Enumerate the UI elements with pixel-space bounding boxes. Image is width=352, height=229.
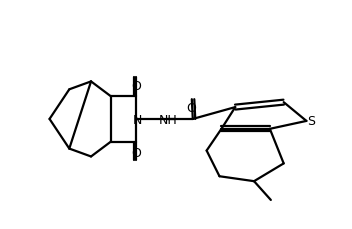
Text: S: S (307, 115, 315, 128)
Text: NH: NH (159, 114, 177, 127)
Text: O: O (186, 101, 196, 114)
Text: O: O (132, 146, 142, 159)
Text: O: O (132, 79, 142, 93)
Text: N: N (133, 114, 142, 127)
